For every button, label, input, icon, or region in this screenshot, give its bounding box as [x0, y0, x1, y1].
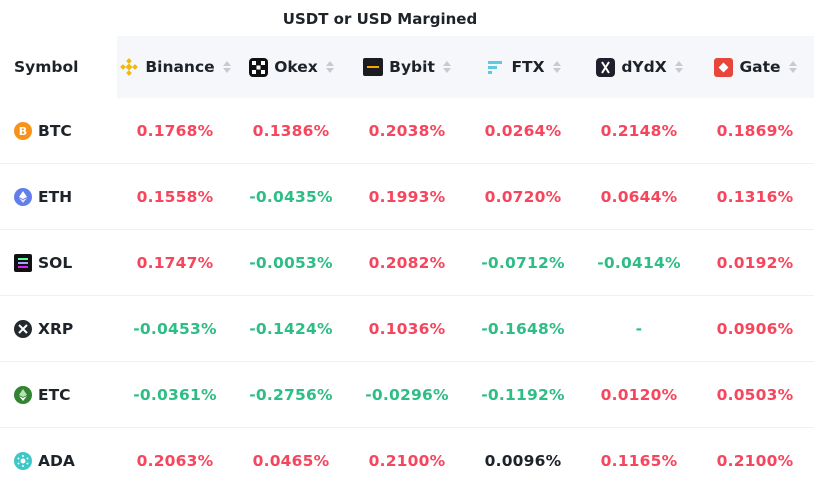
- symbol-column-header: Symbol: [14, 58, 79, 76]
- rate-cell-ftx: -0.0712%: [481, 253, 565, 272]
- rate-cell-gate: 0.0503%: [716, 385, 794, 404]
- symbol-label: ADA: [38, 451, 75, 470]
- column-header-ftx[interactable]: FTX: [465, 57, 581, 77]
- gate-icon: [713, 57, 733, 77]
- okex-icon: [248, 57, 268, 77]
- btc-icon: B: [14, 121, 32, 140]
- exchange-label: dYdX: [621, 58, 667, 76]
- rate-cell-binance: 0.2063%: [136, 451, 214, 470]
- column-header-okex[interactable]: Okex: [233, 57, 349, 77]
- rate-cell-gate: 0.2100%: [716, 451, 794, 470]
- column-header-bybit[interactable]: Bybit: [349, 57, 465, 77]
- funding-rate-table: Symbol Binance Okex Bybit: [0, 36, 814, 493]
- rate-cell-bybit: 0.1036%: [368, 319, 446, 338]
- table-row[interactable]: SOL 0.1747% -0.0053% 0.2082% -0.0712% -0.0414…: [0, 230, 814, 296]
- symbol-cell: B BTC: [0, 121, 117, 140]
- rate-cell-okex: -0.0053%: [249, 253, 333, 272]
- rate-cell-binance: 0.1768%: [136, 121, 214, 140]
- bybit-icon: [363, 57, 384, 77]
- table-row[interactable]: XRP -0.0453% -0.1424% 0.1036% -0.1648% - 0.090…: [0, 296, 814, 362]
- rate-cell-dydx: -0.0414%: [597, 253, 681, 272]
- rate-cell-bybit: 0.2100%: [368, 451, 446, 470]
- exchange-label: Bybit: [389, 58, 435, 76]
- xrp-icon: [14, 319, 32, 338]
- sol-icon: [14, 253, 32, 272]
- rate-cell-dydx: 0.0120%: [600, 385, 678, 404]
- column-header-gate[interactable]: Gate: [697, 57, 813, 77]
- rate-cell-dydx: 0.2148%: [600, 121, 678, 140]
- exchange-label: Gate: [739, 58, 781, 76]
- header-background: [117, 36, 814, 98]
- table-row[interactable]: ETC -0.0361% -0.2756% -0.0296% -0.1192% 0.012…: [0, 362, 814, 428]
- svg-text:B: B: [19, 125, 27, 138]
- sort-icon[interactable]: [552, 61, 561, 73]
- rate-cell-gate: 0.1316%: [716, 187, 794, 206]
- sort-icon[interactable]: [788, 61, 797, 73]
- table-caption: USDT or USD Margined: [282, 10, 478, 28]
- sort-icon[interactable]: [674, 61, 683, 73]
- rate-cell-binance: -0.0361%: [133, 385, 217, 404]
- symbol-cell: ADA: [0, 451, 117, 470]
- rate-cell-okex: 0.0465%: [252, 451, 330, 470]
- table-row[interactable]: ETH 0.1558% -0.0435% 0.1993% 0.0720% 0.0644% 0…: [0, 164, 814, 230]
- symbol-label: XRP: [38, 319, 74, 338]
- symbol-cell: SOL: [0, 253, 117, 272]
- rate-cell-gate: 0.0192%: [716, 253, 794, 272]
- sort-icon[interactable]: [442, 61, 451, 73]
- rate-cell-binance: -0.0453%: [133, 319, 217, 338]
- symbol-label: ETC: [38, 385, 71, 404]
- rate-cell-ftx: 0.0720%: [484, 187, 562, 206]
- table-row[interactable]: B BTC 0.1768% 0.1386% 0.2038% 0.0264% 0.2148% 0…: [0, 98, 814, 164]
- rate-cell-gate: 0.0906%: [716, 319, 794, 338]
- rate-cell-dydx: -: [635, 319, 643, 338]
- column-header-dydx[interactable]: dYdX: [581, 57, 697, 77]
- ada-icon: [14, 451, 32, 470]
- symbol-cell: ETH: [0, 187, 117, 206]
- rate-cell-bybit: 0.2038%: [368, 121, 446, 140]
- rate-cell-ftx: 0.0264%: [484, 121, 562, 140]
- rate-cell-ftx: 0.0096%: [484, 451, 562, 470]
- rate-cell-gate: 0.1869%: [716, 121, 794, 140]
- column-header-binance[interactable]: Binance: [117, 57, 233, 77]
- exchange-label: Binance: [145, 58, 215, 76]
- symbol-label: ETH: [38, 187, 73, 206]
- exchange-label: Okex: [274, 58, 318, 76]
- table-row[interactable]: ADA 0.2063% 0.0465% 0.2100% 0.0096% 0.1165% 0.…: [0, 428, 814, 493]
- eth-icon: [14, 187, 32, 206]
- sort-icon[interactable]: [325, 61, 334, 73]
- rate-cell-okex: -0.1424%: [249, 319, 333, 338]
- rate-cell-bybit: 0.1993%: [368, 187, 446, 206]
- rate-cell-okex: 0.1386%: [252, 121, 330, 140]
- symbol-label: BTC: [38, 121, 72, 140]
- sort-icon[interactable]: [222, 61, 231, 73]
- rate-cell-bybit: 0.2082%: [368, 253, 446, 272]
- table-body: B BTC 0.1768% 0.1386% 0.2038% 0.0264% 0.2148% 0…: [0, 98, 814, 493]
- symbol-cell: ETC: [0, 385, 117, 404]
- rate-cell-okex: -0.2756%: [249, 385, 333, 404]
- symbol-label: SOL: [38, 253, 73, 272]
- dydx-icon: [595, 57, 615, 77]
- ftx-icon: [485, 57, 505, 77]
- table-header: Symbol Binance Okex Bybit: [0, 36, 814, 98]
- etc-icon: [14, 385, 32, 404]
- rate-cell-ftx: -0.1192%: [481, 385, 565, 404]
- rate-cell-dydx: 0.0644%: [600, 187, 678, 206]
- rate-cell-binance: 0.1558%: [136, 187, 214, 206]
- rate-cell-ftx: -0.1648%: [481, 319, 565, 338]
- exchange-label: FTX: [511, 58, 545, 76]
- rate-cell-binance: 0.1747%: [136, 253, 214, 272]
- rate-cell-dydx: 0.1165%: [600, 451, 678, 470]
- rate-cell-okex: -0.0435%: [249, 187, 333, 206]
- rate-cell-bybit: -0.0296%: [365, 385, 449, 404]
- binance-icon: [119, 57, 139, 77]
- symbol-cell: XRP: [0, 319, 117, 338]
